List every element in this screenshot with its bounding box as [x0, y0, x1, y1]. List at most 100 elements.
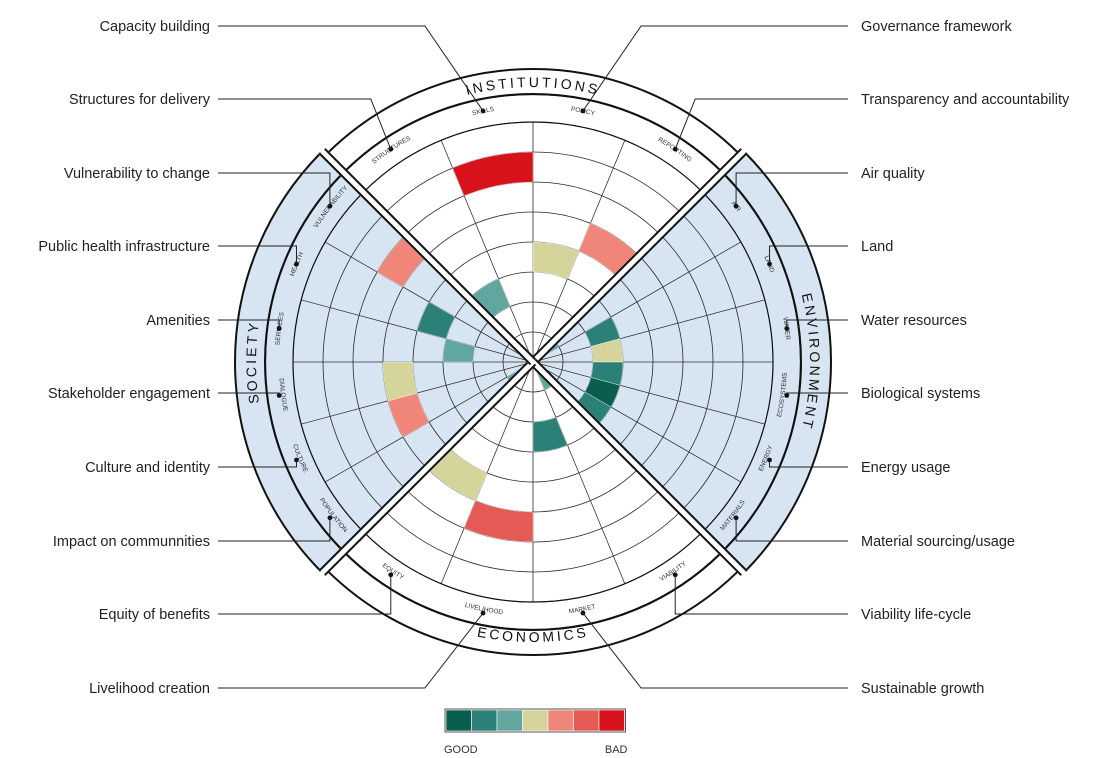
color-legend: GOOD BAD: [444, 708, 628, 756]
legend-swatch: [522, 709, 549, 732]
grid-spoke: [532, 299, 765, 363]
separator-gap: [529, 358, 747, 576]
indicator-label: Transparency and accountability: [861, 92, 1070, 108]
separator-line: [529, 363, 742, 576]
indicator-dot: [672, 146, 678, 152]
separator-line: [319, 358, 532, 571]
leader-line: [218, 98, 392, 150]
indicator-label-group: Biological systems: [786, 386, 980, 402]
indicator-label-group: Culture and identity: [85, 459, 297, 476]
legend-swatch: [573, 709, 600, 732]
indicator-label: Public health infrastructure: [38, 239, 210, 255]
indicator-label: Energy usage: [861, 460, 950, 476]
indicator-label: Governance framework: [861, 19, 1012, 35]
leader-line: [674, 98, 848, 150]
legend-high-label: BAD: [605, 744, 628, 756]
leader-line: [674, 574, 848, 615]
leader-line: [218, 319, 280, 329]
indicator-abbreviation: DIALOGUE: [278, 378, 289, 413]
indicator-label-group: Air quality: [735, 166, 925, 207]
indicator-label-group: Public health infrastructure: [38, 239, 297, 265]
indicator-label: Livelihood creation: [89, 681, 210, 697]
grid-spoke: [532, 361, 765, 425]
legend-swatch: [496, 709, 523, 732]
indicator-label: Water resources: [861, 313, 967, 329]
leader-line: [218, 612, 484, 689]
indicator-label-group: Vulnerability to change: [64, 166, 331, 207]
legend-swatch: [598, 709, 625, 732]
separator-line: [534, 153, 747, 366]
leader-line: [218, 459, 297, 468]
leader-line: [769, 459, 848, 468]
indicator-label-group: Livelihood creation: [89, 612, 484, 697]
separator-gap: [529, 148, 747, 366]
leader-line: [218, 245, 297, 265]
grid-spoke: [532, 361, 741, 483]
indicator-bar: [452, 151, 534, 196]
indicator-label: Stakeholder engagement: [48, 386, 210, 402]
indicator-label: Land: [861, 239, 893, 255]
inner-ring: [292, 121, 774, 603]
indicator-label: Equity of benefits: [99, 607, 210, 623]
indicator-label-group: Viability life-cycle: [674, 574, 971, 623]
leader-line: [769, 245, 848, 265]
indicator-label-group: Material sourcing/usage: [735, 517, 1015, 550]
indicator-label: Amenities: [146, 313, 210, 329]
leader-line: [786, 392, 848, 396]
grid-spoke: [532, 241, 741, 363]
indicator-label: Capacity building: [100, 19, 210, 35]
indicator-label-group: Land: [769, 239, 893, 265]
leader-line: [582, 612, 848, 689]
leader-line: [218, 25, 484, 112]
indicator-label-group: Stakeholder engagement: [48, 386, 280, 402]
indicator-bar: [442, 338, 476, 363]
indicator-dot: [388, 146, 394, 152]
indicator-label: Biological systems: [861, 386, 980, 402]
indicator-bar: [382, 361, 418, 402]
legend-swatch: [471, 709, 498, 732]
indicator-bar: [463, 500, 534, 543]
indicator-label-group: Amenities: [146, 313, 280, 329]
separator-line: [319, 153, 532, 366]
indicator-label-group: Water resources: [786, 313, 967, 329]
indicator-label: Sustainable growth: [861, 681, 984, 697]
leader-line: [218, 172, 331, 207]
separator-gap: [319, 148, 537, 366]
leader-line: [735, 172, 848, 207]
indicator-bar: [416, 301, 456, 339]
indicator-label: Air quality: [861, 166, 925, 182]
leader-line: [786, 319, 848, 329]
category-frames: [234, 68, 832, 656]
separator-line: [324, 148, 537, 361]
leader-line: [218, 392, 280, 396]
indicator-label: Culture and identity: [85, 460, 211, 476]
separator-gap: [319, 358, 537, 576]
legend-frame: [444, 708, 626, 733]
indicator-label-group: Structures for delivery: [69, 92, 392, 150]
indicator-bar: [532, 417, 568, 453]
indicator-labels: Capacity building Governance framework Str…: [38, 19, 1070, 697]
legend-swatch: [445, 709, 472, 732]
indicator-label: Vulnerability to change: [64, 166, 210, 182]
indicator-label-group: Transparency and accountability: [674, 92, 1070, 150]
separator-line: [529, 148, 742, 361]
separator-line: [534, 358, 747, 571]
indicator-bar: [532, 241, 580, 280]
indicator-label-group: Equity of benefits: [99, 574, 392, 623]
indicator-label: Impact on communnities: [53, 534, 210, 550]
indicator-label-group: Impact on communnities: [53, 517, 331, 550]
indicator-label: Structures for delivery: [69, 92, 211, 108]
leader-line: [582, 25, 848, 112]
separator-line: [324, 363, 537, 576]
category-label: SOCIETY: [243, 319, 262, 405]
legend-low-label: GOOD: [444, 744, 478, 756]
indicator-label: Viability life-cycle: [861, 607, 971, 623]
leader-line: [218, 517, 331, 542]
legend-swatch: [547, 709, 574, 732]
indicator-label: Material sourcing/usage: [861, 534, 1015, 550]
leader-line: [735, 517, 848, 542]
indicator-label-group: Energy usage: [769, 459, 950, 476]
grid-spoke: [532, 361, 626, 584]
indicator-label-group: Governance framework: [582, 19, 1012, 112]
